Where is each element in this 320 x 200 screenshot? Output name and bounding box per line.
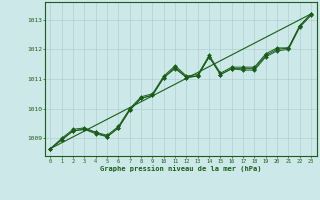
X-axis label: Graphe pression niveau de la mer (hPa): Graphe pression niveau de la mer (hPa) bbox=[100, 165, 261, 172]
